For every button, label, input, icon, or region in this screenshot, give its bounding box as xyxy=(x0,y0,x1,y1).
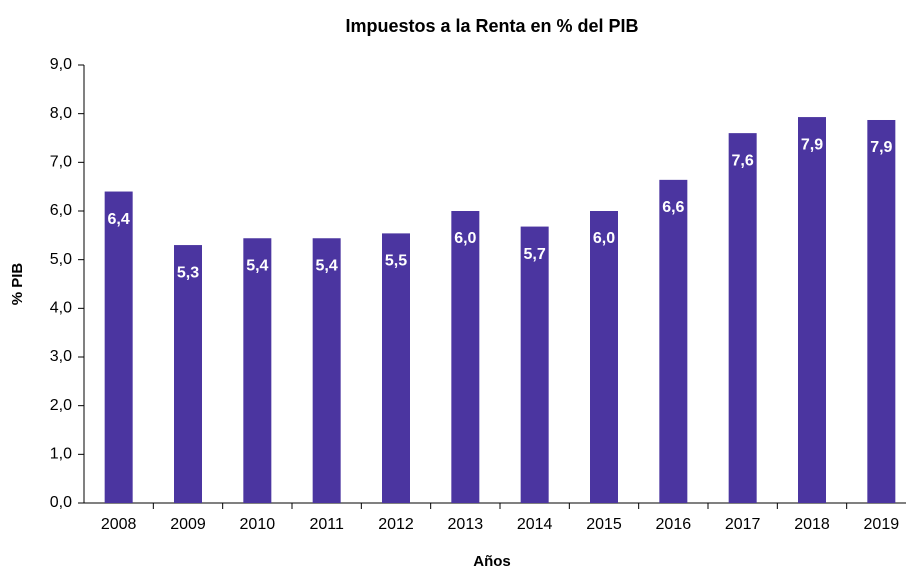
chart-title: Impuestos a la Renta en % del PIB xyxy=(345,16,638,36)
y-tick-label: 6,0 xyxy=(50,202,72,219)
data-label: 6,0 xyxy=(593,230,615,247)
bar xyxy=(382,233,410,504)
bar xyxy=(451,211,480,503)
x-tick-label: 2019 xyxy=(864,516,900,533)
bar xyxy=(520,226,549,503)
bar xyxy=(174,245,202,504)
x-axis-title: Años xyxy=(473,553,511,570)
y-tick-label: 5,0 xyxy=(50,251,72,268)
x-tick-label: 2011 xyxy=(309,516,344,533)
data-label: 6,6 xyxy=(662,199,684,216)
y-tick-label: 7,0 xyxy=(50,154,72,171)
data-label: 7,9 xyxy=(870,139,892,156)
y-tick-label: 0,0 xyxy=(50,494,72,511)
x-tick-label: 2012 xyxy=(378,516,414,533)
data-label: 6,4 xyxy=(108,211,130,228)
bar xyxy=(728,133,757,503)
bar xyxy=(104,191,133,504)
data-label: 5,3 xyxy=(177,264,199,281)
x-tick-label: 2017 xyxy=(725,516,761,533)
y-tick-label: 2,0 xyxy=(50,397,72,414)
x-tick-label: 2010 xyxy=(240,516,276,533)
bar xyxy=(590,211,618,503)
x-tick-label: 2014 xyxy=(517,516,553,533)
bar xyxy=(798,117,826,503)
x-tick-label: 2013 xyxy=(448,516,484,533)
data-label: 6,0 xyxy=(454,230,476,247)
y-tick-label: 9,0 xyxy=(50,56,72,73)
x-tick-label: 2016 xyxy=(656,516,692,533)
y-tick-label: 1,0 xyxy=(50,446,72,463)
x-tick-label: 2009 xyxy=(170,516,206,533)
bar xyxy=(312,238,341,503)
data-label: 5,4 xyxy=(316,257,338,274)
bar xyxy=(867,119,896,503)
bar xyxy=(659,179,688,503)
y-axis-title: % PIB xyxy=(9,263,26,306)
x-tick-label: 2018 xyxy=(794,516,830,533)
bar xyxy=(243,238,272,503)
y-tick-label: 8,0 xyxy=(50,105,72,122)
x-tick-label: 2008 xyxy=(101,516,137,533)
x-tick-label: 2015 xyxy=(586,516,622,533)
data-label: 7,9 xyxy=(801,136,823,153)
data-label: 5,7 xyxy=(524,246,546,263)
data-label: 7,6 xyxy=(732,152,754,169)
data-label: 5,5 xyxy=(385,253,407,270)
data-label: 5,4 xyxy=(246,257,268,274)
y-tick-label: 3,0 xyxy=(50,348,72,365)
y-tick-label: 4,0 xyxy=(50,300,72,317)
